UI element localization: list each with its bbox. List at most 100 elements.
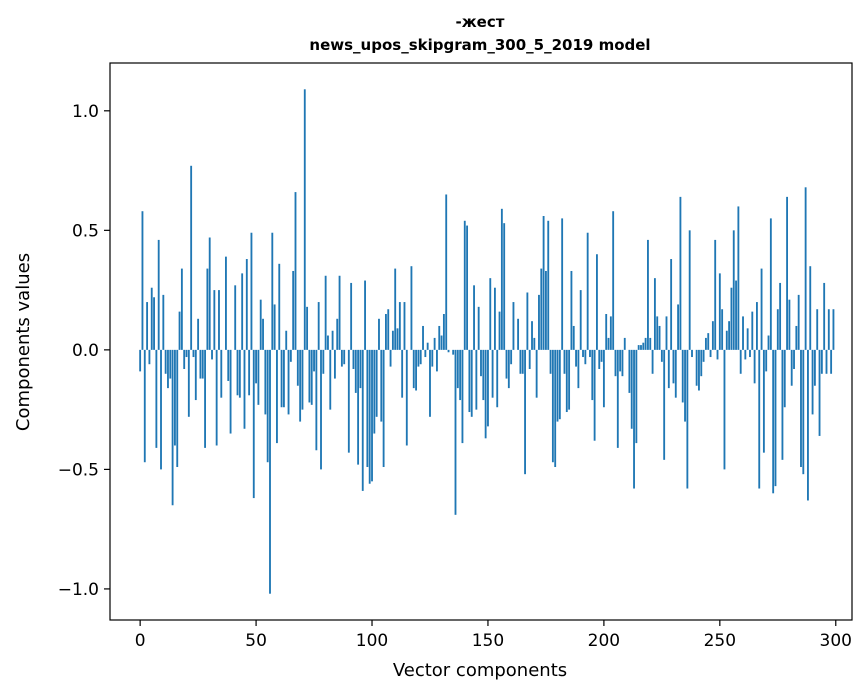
bar-153 bbox=[493, 287, 496, 350]
bar-29 bbox=[206, 268, 209, 350]
bar-262 bbox=[746, 328, 749, 350]
bar-47 bbox=[248, 349, 251, 396]
bar-220 bbox=[649, 337, 652, 350]
bar-203 bbox=[609, 316, 612, 350]
bar-201 bbox=[605, 314, 608, 350]
bar-169 bbox=[531, 321, 533, 350]
bar-127 bbox=[433, 337, 436, 350]
bar-200 bbox=[602, 349, 605, 408]
bar-194 bbox=[589, 349, 591, 358]
bar-66 bbox=[292, 270, 295, 350]
bar-280 bbox=[788, 299, 791, 350]
bar-265 bbox=[753, 349, 756, 384]
bar-181 bbox=[558, 349, 561, 420]
bar-254 bbox=[728, 321, 731, 350]
bar-214 bbox=[635, 349, 638, 444]
bar-21 bbox=[187, 349, 190, 417]
bar-158 bbox=[505, 349, 508, 379]
x-tick-label: 250 bbox=[704, 631, 736, 651]
bar-229 bbox=[670, 259, 673, 350]
bar-148 bbox=[482, 349, 485, 401]
bar-35 bbox=[220, 349, 223, 398]
bar-46 bbox=[245, 259, 248, 350]
bar-59 bbox=[276, 349, 278, 444]
bar-252 bbox=[723, 349, 726, 470]
bar-100 bbox=[371, 349, 373, 482]
bar-113 bbox=[401, 349, 404, 398]
bar-176 bbox=[547, 220, 550, 350]
axes-frame bbox=[109, 62, 853, 621]
bar-146 bbox=[477, 306, 480, 350]
bar-132 bbox=[445, 194, 448, 350]
bar-19 bbox=[183, 349, 186, 369]
bar-38 bbox=[227, 349, 230, 381]
bar-161 bbox=[512, 302, 515, 350]
bar-182 bbox=[561, 218, 564, 350]
bar-70 bbox=[301, 349, 304, 410]
bar-32 bbox=[213, 290, 216, 350]
bar-140 bbox=[463, 220, 466, 350]
bar-85 bbox=[336, 318, 339, 350]
bar-190 bbox=[579, 290, 582, 350]
bar-199 bbox=[600, 349, 603, 362]
y-tick-label: 1.0 bbox=[72, 102, 99, 122]
bar-246 bbox=[709, 349, 712, 358]
y-tick-label: 0.5 bbox=[72, 221, 99, 241]
bar-23 bbox=[192, 349, 195, 358]
bar-240 bbox=[695, 349, 698, 386]
bar-166 bbox=[524, 349, 526, 475]
bar-221 bbox=[651, 349, 654, 374]
bar-276 bbox=[779, 282, 782, 350]
bar-205 bbox=[614, 349, 617, 377]
bar-24 bbox=[194, 349, 197, 401]
bar-204 bbox=[612, 211, 615, 350]
bar-56 bbox=[269, 349, 271, 594]
bar-121 bbox=[419, 349, 422, 365]
bar-293 bbox=[818, 349, 821, 436]
bar-68 bbox=[296, 349, 299, 386]
bar-174 bbox=[542, 216, 545, 350]
bar-261 bbox=[744, 349, 747, 360]
x-axis-ticks: 0 50 100 150 200 250 300 bbox=[135, 620, 852, 651]
x-tick-label: 50 bbox=[245, 631, 267, 651]
bar-131 bbox=[442, 314, 445, 350]
bar-67 bbox=[294, 192, 297, 350]
x-tick-label: 0 bbox=[135, 631, 146, 651]
bar-119 bbox=[415, 349, 417, 391]
y-axis-label: Components values bbox=[13, 253, 34, 431]
bar-209 bbox=[623, 337, 626, 350]
bar-277 bbox=[781, 349, 784, 460]
bar-227 bbox=[665, 316, 668, 350]
bar-187 bbox=[572, 325, 575, 350]
bar-288 bbox=[807, 349, 809, 501]
bar-283 bbox=[795, 325, 798, 350]
bar-28 bbox=[204, 349, 206, 448]
bar-177 bbox=[549, 349, 552, 374]
bar-72 bbox=[306, 306, 309, 350]
bar-48 bbox=[250, 232, 253, 350]
bar-211 bbox=[628, 349, 631, 393]
bar-160 bbox=[510, 349, 513, 365]
bar-278 bbox=[783, 349, 786, 408]
bar-45 bbox=[243, 349, 246, 429]
bar-79 bbox=[322, 349, 325, 374]
bar-97 bbox=[364, 280, 366, 350]
bar-2 bbox=[143, 349, 146, 463]
bar-159 bbox=[507, 349, 510, 389]
bar-279 bbox=[786, 196, 788, 350]
bar-77 bbox=[317, 302, 320, 350]
bar-50 bbox=[255, 349, 257, 384]
bar-243 bbox=[702, 349, 705, 362]
bar-117 bbox=[410, 266, 413, 350]
bar-222 bbox=[653, 278, 656, 350]
bar-54 bbox=[264, 349, 267, 415]
bar-94 bbox=[357, 349, 360, 465]
bar-297 bbox=[827, 309, 830, 350]
bar-284 bbox=[797, 294, 800, 350]
bar-184 bbox=[565, 349, 568, 413]
bar-141 bbox=[466, 225, 469, 350]
bar-224 bbox=[658, 325, 661, 350]
bar-137 bbox=[456, 349, 459, 389]
bar-175 bbox=[545, 270, 547, 350]
